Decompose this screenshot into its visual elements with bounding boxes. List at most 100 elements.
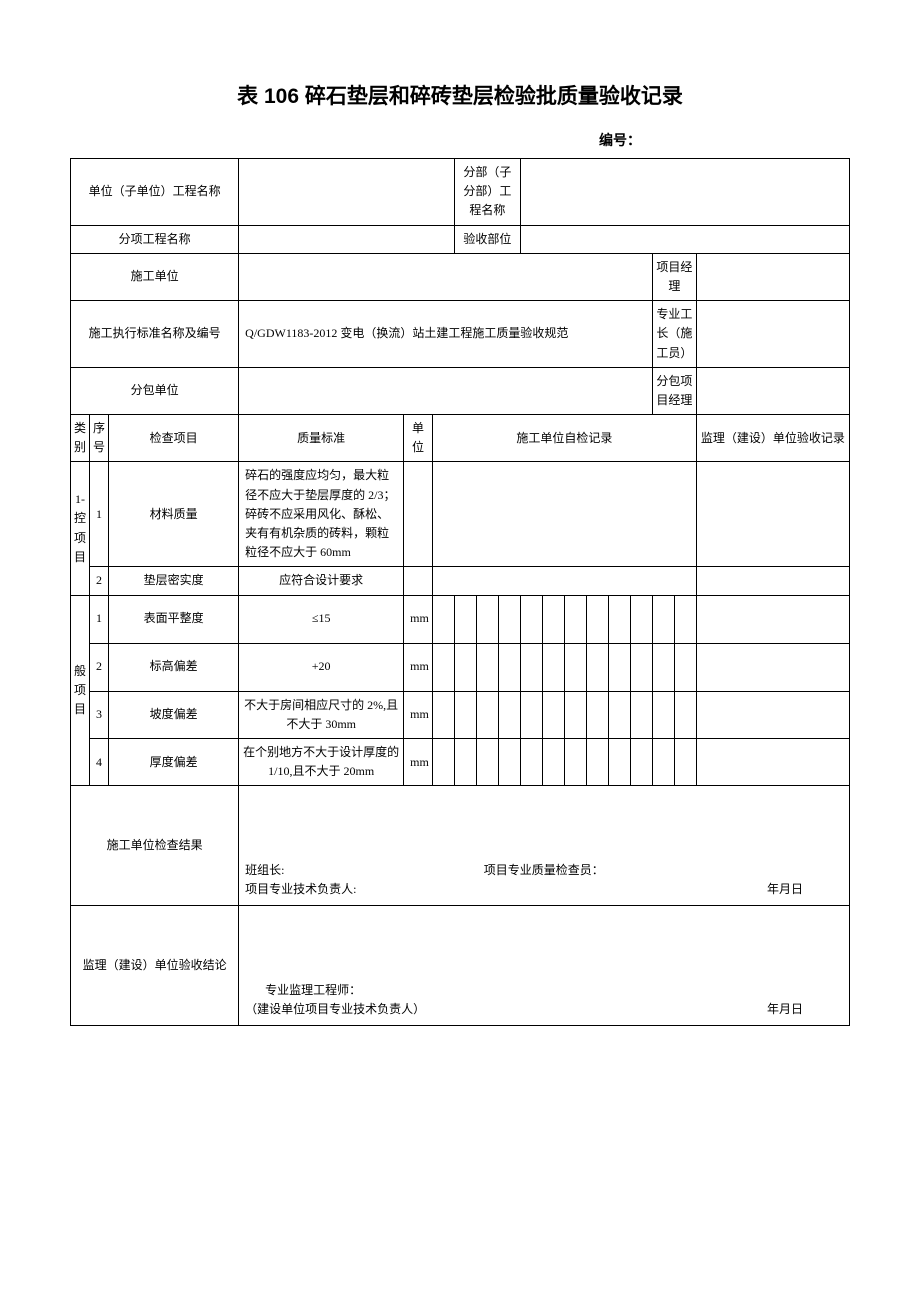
- group1-row1: 1- 控 项 目 1 材料质量 碎石的强度应均匀，最大粒径不应大于垫层厚度的 2…: [71, 462, 850, 567]
- sub-division-value[interactable]: [520, 159, 849, 226]
- g2r2-c4[interactable]: [498, 643, 520, 691]
- foreman-label: 专业工长（施工员）: [652, 301, 696, 368]
- quality-inspector-label: 项目专业质量检查员：: [484, 861, 604, 880]
- g2r1-item: 表面平整度: [109, 595, 239, 643]
- g2r2-c11[interactable]: [652, 643, 674, 691]
- accept-part-value[interactable]: [520, 225, 849, 253]
- g2r3-c9[interactable]: [608, 691, 630, 738]
- team-leader-label: 班组长:: [245, 861, 284, 880]
- g2r4-c1[interactable]: [432, 738, 454, 785]
- g2r1-c9[interactable]: [608, 595, 630, 643]
- g2r4-c8[interactable]: [586, 738, 608, 785]
- subcontract-value[interactable]: [239, 367, 653, 414]
- header-row-1: 单位（子单位）工程名称 分部（子分部）工程名称: [71, 159, 850, 226]
- g2r3-c5[interactable]: [520, 691, 542, 738]
- col-self-check: 施工单位自检记录: [432, 415, 696, 462]
- g2r3-c6[interactable]: [542, 691, 564, 738]
- g2r1-c8[interactable]: [586, 595, 608, 643]
- form-number-label: 编号：: [70, 130, 850, 150]
- col-unit: 单位: [404, 415, 433, 462]
- g2r1-c10[interactable]: [630, 595, 652, 643]
- g2r2-c1[interactable]: [432, 643, 454, 691]
- column-header-row: 类别 序号 检查项目 质量标准 单位 施工单位自检记录 监理（建设）单位验收记录: [71, 415, 850, 462]
- accept-part-label: 验收部位: [454, 225, 520, 253]
- g2r3-c11[interactable]: [652, 691, 674, 738]
- header-row-2: 分项工程名称 验收部位: [71, 225, 850, 253]
- sub-item-value[interactable]: [239, 225, 455, 253]
- g1r2-check[interactable]: [432, 567, 696, 595]
- group2-row1: 般 项 目 1 表面平整度 ≤15 mm: [71, 595, 850, 643]
- g2r4-c5[interactable]: [520, 738, 542, 785]
- g2r2-unit: mm: [404, 643, 433, 691]
- g2r2-supervisor[interactable]: [696, 643, 849, 691]
- g2r1-c1[interactable]: [432, 595, 454, 643]
- supervisor-result-content[interactable]: 专业监理工程师： （建设单位项目专业技术负责人） 年月日: [239, 906, 850, 1026]
- g2r2-c9[interactable]: [608, 643, 630, 691]
- g2r4-c12[interactable]: [674, 738, 696, 785]
- g2r3-c2[interactable]: [454, 691, 476, 738]
- group2-row4: 4 厚度偏差 在个别地方不大于设计厚度的1/10,且不大于 20mm mm: [71, 738, 850, 785]
- foreman-value[interactable]: [696, 301, 849, 368]
- g1r1-supervisor[interactable]: [696, 462, 849, 567]
- g2r4-supervisor[interactable]: [696, 738, 849, 785]
- g2r2-c2[interactable]: [454, 643, 476, 691]
- g2r3-c7[interactable]: [564, 691, 586, 738]
- g1r1-std: 碎石的强度应均匀，最大粒径不应大于垫层厚度的 2/3；碎砖不应采用风化、酥松、夹…: [239, 462, 404, 567]
- g2r1-unit: mm: [404, 595, 433, 643]
- g2r3-c4[interactable]: [498, 691, 520, 738]
- g2r4-c3[interactable]: [476, 738, 498, 785]
- g2r4-seq: 4: [90, 738, 109, 785]
- g1r1-check[interactable]: [432, 462, 696, 567]
- g2r3-c10[interactable]: [630, 691, 652, 738]
- g2r4-c11[interactable]: [652, 738, 674, 785]
- g2r2-c5[interactable]: [520, 643, 542, 691]
- g2r3-unit: mm: [404, 691, 433, 738]
- unit-project-value[interactable]: [239, 159, 455, 226]
- g2r1-c7[interactable]: [564, 595, 586, 643]
- header-row-4: 施工执行标准名称及编号 Q/GDW1183-2012 变电（换流）站土建工程施工…: [71, 301, 850, 368]
- g2r3-c8[interactable]: [586, 691, 608, 738]
- header-row-5: 分包单位 分包项目经理: [71, 367, 850, 414]
- subcontract-label: 分包单位: [71, 367, 239, 414]
- col-supervisor: 监理（建设）单位验收记录: [696, 415, 849, 462]
- g2r3-supervisor[interactable]: [696, 691, 849, 738]
- g2r2-c10[interactable]: [630, 643, 652, 691]
- g2r1-c2[interactable]: [454, 595, 476, 643]
- owner-tech-leader-label: （建设单位项目专业技术负责人）: [245, 1000, 425, 1019]
- construction-unit-value[interactable]: [239, 253, 653, 300]
- g2r4-c10[interactable]: [630, 738, 652, 785]
- g2r2-c8[interactable]: [586, 643, 608, 691]
- g1r2-unit: [404, 567, 433, 595]
- g2r2-c6[interactable]: [542, 643, 564, 691]
- g2r1-std: ≤15: [239, 595, 404, 643]
- g2r2-c12[interactable]: [674, 643, 696, 691]
- g2r1-seq: 1: [90, 595, 109, 643]
- subcontract-pm-value[interactable]: [696, 367, 849, 414]
- construction-unit-label: 施工单位: [71, 253, 239, 300]
- g2r3-c1[interactable]: [432, 691, 454, 738]
- g1r2-seq: 2: [90, 567, 109, 595]
- g2r1-c12[interactable]: [674, 595, 696, 643]
- subcontract-pm-label: 分包项目经理: [652, 367, 696, 414]
- project-manager-value[interactable]: [696, 253, 849, 300]
- inspection-form-table: 单位（子单位）工程名称 分部（子分部）工程名称 分项工程名称 验收部位 施工单位…: [70, 158, 850, 1026]
- group1-label: 1- 控 项 目: [71, 462, 90, 595]
- g2r3-c12[interactable]: [674, 691, 696, 738]
- g2r1-c5[interactable]: [520, 595, 542, 643]
- construction-result-content[interactable]: 班组长: 项目专业质量检查员： 项目专业技术负责人: 年月日: [239, 786, 850, 906]
- g2r1-c11[interactable]: [652, 595, 674, 643]
- g2r3-c3[interactable]: [476, 691, 498, 738]
- g2r4-c9[interactable]: [608, 738, 630, 785]
- g2r1-c3[interactable]: [476, 595, 498, 643]
- g1r2-supervisor[interactable]: [696, 567, 849, 595]
- g2r4-c2[interactable]: [454, 738, 476, 785]
- g2r1-supervisor[interactable]: [696, 595, 849, 643]
- g2r1-c4[interactable]: [498, 595, 520, 643]
- construction-result-label: 施工单位检查结果: [71, 786, 239, 906]
- g2r4-c4[interactable]: [498, 738, 520, 785]
- g2r4-c7[interactable]: [564, 738, 586, 785]
- g2r1-c6[interactable]: [542, 595, 564, 643]
- g2r2-c3[interactable]: [476, 643, 498, 691]
- g2r2-c7[interactable]: [564, 643, 586, 691]
- g2r4-c6[interactable]: [542, 738, 564, 785]
